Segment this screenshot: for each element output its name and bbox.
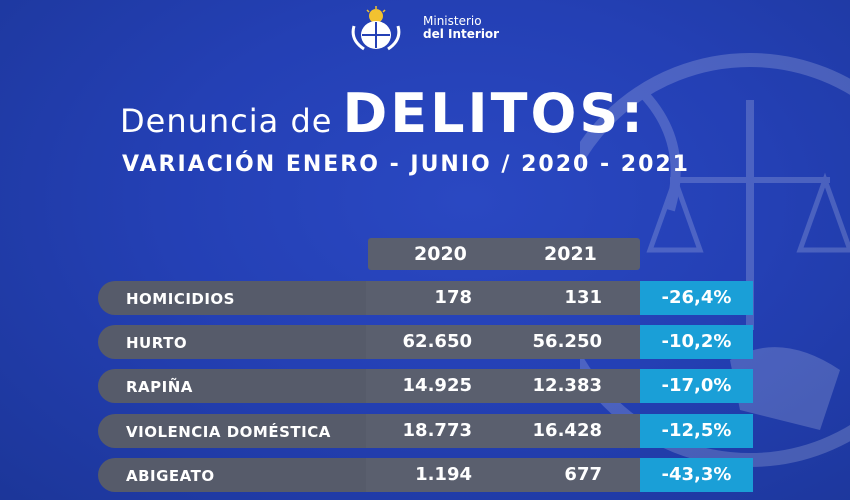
change-percent: -10,2% (661, 331, 732, 352)
ministry-line1: Ministerio (423, 14, 482, 28)
ministry-name: Ministerio del Interior (423, 15, 499, 41)
value-2020: 14.925 (402, 375, 472, 396)
row-value-background (366, 325, 640, 359)
row-label-background (98, 325, 366, 359)
title-prefix: Denuncia de (120, 102, 333, 140)
value-2020: 62.650 (402, 331, 472, 352)
table-row: HURTO 62.650 56.250 -10,2% (0, 325, 850, 359)
change-percent: -43,3% (661, 464, 732, 485)
row-value-background (366, 458, 640, 492)
row-label: ABIGEATO (126, 467, 215, 485)
table-row: ABIGEATO 1.194 677 -43,3% (0, 458, 850, 492)
column-header-bar (368, 238, 640, 270)
change-background (640, 458, 753, 492)
value-2021: 12.383 (532, 375, 602, 396)
value-2021: 16.428 (532, 420, 602, 441)
row-label: HOMICIDIOS (126, 290, 235, 308)
change-background (640, 414, 753, 448)
row-value-background (366, 414, 640, 448)
title-main: DELITOS: (342, 82, 646, 145)
row-label-background (98, 414, 366, 448)
page-title: Denuncia de DELITOS: (120, 82, 760, 145)
value-2021: 677 (564, 464, 602, 485)
value-2021: 56.250 (532, 331, 602, 352)
change-background (640, 369, 753, 403)
value-2020: 18.773 (402, 420, 472, 441)
coat-of-arms-logo (351, 6, 401, 51)
change-background (640, 325, 753, 359)
page-subtitle: VARIACIÓN ENERO - JUNIO / 2020 - 2021 (122, 152, 690, 177)
ministry-line2: del Interior (423, 27, 500, 41)
row-value-background (366, 281, 640, 315)
row-label-background (98, 369, 366, 403)
row-label-background (98, 458, 366, 492)
row-label-background (98, 281, 366, 315)
change-background (640, 281, 753, 315)
table-row: RAPIÑA 14.925 12.383 -17,0% (0, 369, 850, 403)
table-row: VIOLENCIA DOMÉSTICA 18.773 16.428 -12,5% (0, 414, 850, 448)
table-row: HOMICIDIOS 178 131 -26,4% (0, 281, 850, 315)
value-2021: 131 (564, 287, 602, 308)
value-2020: 178 (434, 287, 472, 308)
column-header-2020: 2020 (414, 243, 467, 265)
row-label: HURTO (126, 334, 188, 352)
row-label: VIOLENCIA DOMÉSTICA (126, 423, 331, 441)
row-value-background (366, 369, 640, 403)
change-percent: -17,0% (661, 375, 732, 396)
change-percent: -26,4% (661, 287, 732, 308)
column-header-2021: 2021 (544, 243, 597, 265)
change-percent: -12,5% (661, 420, 732, 441)
row-label: RAPIÑA (126, 378, 193, 396)
value-2020: 1.194 (415, 464, 472, 485)
